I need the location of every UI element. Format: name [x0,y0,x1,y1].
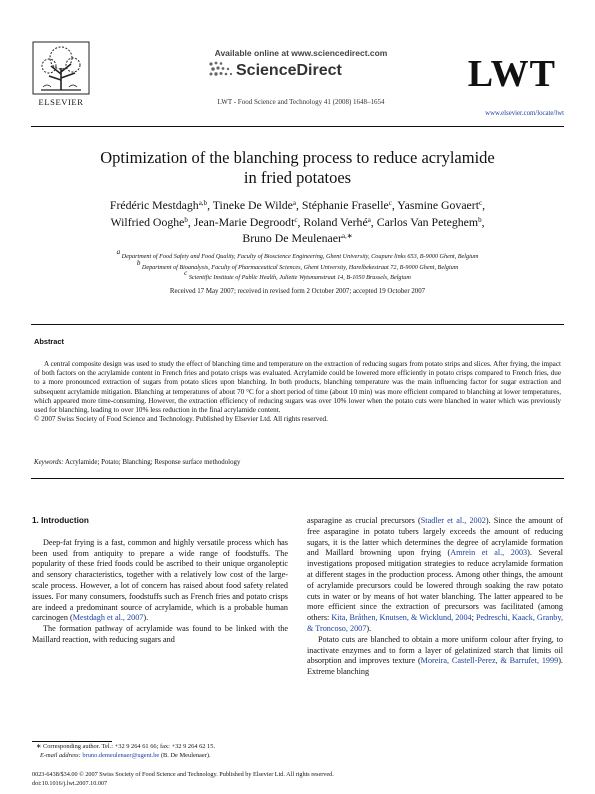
affiliation-text: Scientific Institute of Public Health, J… [188,274,411,281]
paragraph-text: ). Since the amount of free asparagine i… [307,516,563,558]
author-affil-marker: c [479,199,483,207]
body-column-right: asparagine as crucial precursors (Stadle… [307,516,563,678]
author-affil-marker: a [292,199,296,207]
header-rule [31,126,564,128]
author-affil-marker: b [478,215,482,224]
email-label: E-mail address: [40,752,81,759]
title-line-1: Optimization of the blanching process to… [100,148,495,167]
paragraph-text: ; [471,613,476,623]
abstract-text: A central composite design was used to s… [34,360,561,415]
author-affil-marker: b [184,215,188,224]
author[interactable]: Tineke De Wilde [212,198,293,212]
footnote-marker: ∗ [36,743,42,750]
author[interactable]: Roland Verhé [303,214,368,229]
keywords: Keywords: Acrylamide; Potato; Blanching;… [34,459,240,466]
author-affil-marker: a,∗ [341,232,353,241]
paragraph: asparagine as crucial precursors (Stadle… [307,516,563,635]
citation-link[interactable]: Moreira, Castell-Perez, & Barrufet, 1999 [420,656,559,666]
affiliation: c Scientific Institute of Public Health,… [40,270,555,283]
footer-issn: 0023-6438/$34.00 © 2007 Swiss Society of… [32,771,334,778]
keywords-list: Acrylamide; Potato; Blanching; Response … [64,459,241,466]
sciencedirect-dots-icon [207,60,237,80]
affiliation: a Department of Food Safety and Food Qua… [40,249,555,262]
title-line-2: in fried potatoes [243,168,352,187]
affiliation-marker: c [184,269,188,277]
author[interactable]: Frédéric Mestdagh [109,198,199,212]
publisher-name: ELSEVIER [38,97,84,107]
author[interactable]: Wilfried Ooghe [110,214,185,229]
author-separator: , [482,198,486,212]
author[interactable]: Yasmine Govaert [397,198,479,212]
section-heading: 1. Introduction [32,516,89,525]
abstract-body: A central composite design was used to s… [34,360,561,424]
paragraph-text: asparagine as crucial precursors ( [307,516,421,525]
elsevier-tree-logo [31,40,91,110]
author-separator: , [481,214,485,229]
paragraph-text: Deep-fat frying is a fast, common and hi… [32,537,288,623]
journal-header: ELSEVIER Available online at www.science… [31,40,564,118]
email-link[interactable]: bruno.demeulenaer@ugent.be [82,752,160,759]
paragraph-text: ). [366,623,372,633]
affiliation-marker: a [116,248,121,256]
journal-logo: LWT [467,53,556,95]
paragraph: The formation pathway of acrylamide was … [32,624,288,644]
citation-link[interactable]: Kita, Bråthen, Knutsen, & Wicklund, 2004 [331,613,472,623]
author-separator: , [297,214,304,229]
journal-citation: LWT - Food Science and Technology 41 (20… [217,98,385,106]
footer-doi[interactable]: doi:10.1016/j.lwt.2007.10.007 [32,780,108,787]
available-online: Available online at www.sciencedirect.co… [214,48,388,58]
paragraph-text: ). [143,613,149,623]
author[interactable]: Carlos Van Peteghem [376,214,479,229]
journal-url-link[interactable]: www.elsevier.com/locate/lwt [485,110,564,117]
author[interactable]: Stéphanie Fraselle [301,198,389,212]
footnote-text: Corresponding author. Tel.: +32 9 264 61… [42,743,216,750]
paragraph-text: ). Several investigations proposed mitig… [307,548,564,623]
author-separator: , [296,198,302,212]
author-affil-marker: a,b [198,199,208,207]
footnote-rule [32,741,112,742]
author-affil-marker: c [388,199,392,207]
keywords-label: Keywords: [34,459,64,466]
affiliation-text: Department of Bioanalysis, Faculty of Ph… [141,264,459,271]
author-affil-marker: c [294,215,298,224]
affiliation: b Department of Bioanalysis, Faculty of … [40,260,555,273]
abstract-rule-top [31,324,564,326]
abstract-heading: Abstract [34,337,64,346]
author[interactable]: Jean-Marie Degroodt [193,214,295,229]
paragraph-text: Potato cuts are blanched to obtain a mor… [307,634,563,666]
author-affil-marker: a [367,215,371,224]
abstract-copyright: © 2007 Swiss Society of Food Science and… [34,415,328,424]
email-suffix: (B. De Meulenaer). [160,752,211,759]
author-separator: , [207,198,213,212]
author-separator: , [391,198,398,212]
author-list: Frédéric Mestdagha,b, Tineke De Wildea, … [50,197,545,247]
email-footnote: E-mail address: bruno.demeulenaer@ugent.… [32,752,288,761]
citation-link[interactable]: Stadler et al., 2002 [420,516,486,525]
affiliation-marker: b [136,259,141,267]
author-separator: , [187,214,194,229]
citation-link[interactable]: Amrein et al., 2003 [450,548,528,558]
body-column-left: 1. Introduction Deep-fat frying is a fas… [32,516,288,646]
abstract-rule-bottom [31,478,564,480]
corresponding-footnote: ∗ Corresponding author. Tel.: +32 9 264 … [32,743,288,752]
paragraph: Deep-fat frying is a fast, common and hi… [32,538,288,624]
received-dates: Received 17 May 2007; received in revise… [169,288,426,295]
author-separator: , [370,214,377,229]
affiliation-text: Department of Food Safety and Food Quali… [121,253,479,260]
sciencedirect-logo: ScienceDirect [236,62,342,79]
corresponding-author[interactable]: Bruno De Meulenaer [242,231,342,246]
article-title: Optimization of the blanching process to… [40,148,555,188]
citation-link[interactable]: Mestdagh et al., 2007 [72,613,144,623]
paragraph-text: ). Extreme blanching [307,656,563,677]
paragraph: Potato cuts are blanched to obtain a mor… [307,635,563,678]
citation-link[interactable]: Pedreschi, Kaack, Granby, & Troncoso, 20… [307,613,563,633]
